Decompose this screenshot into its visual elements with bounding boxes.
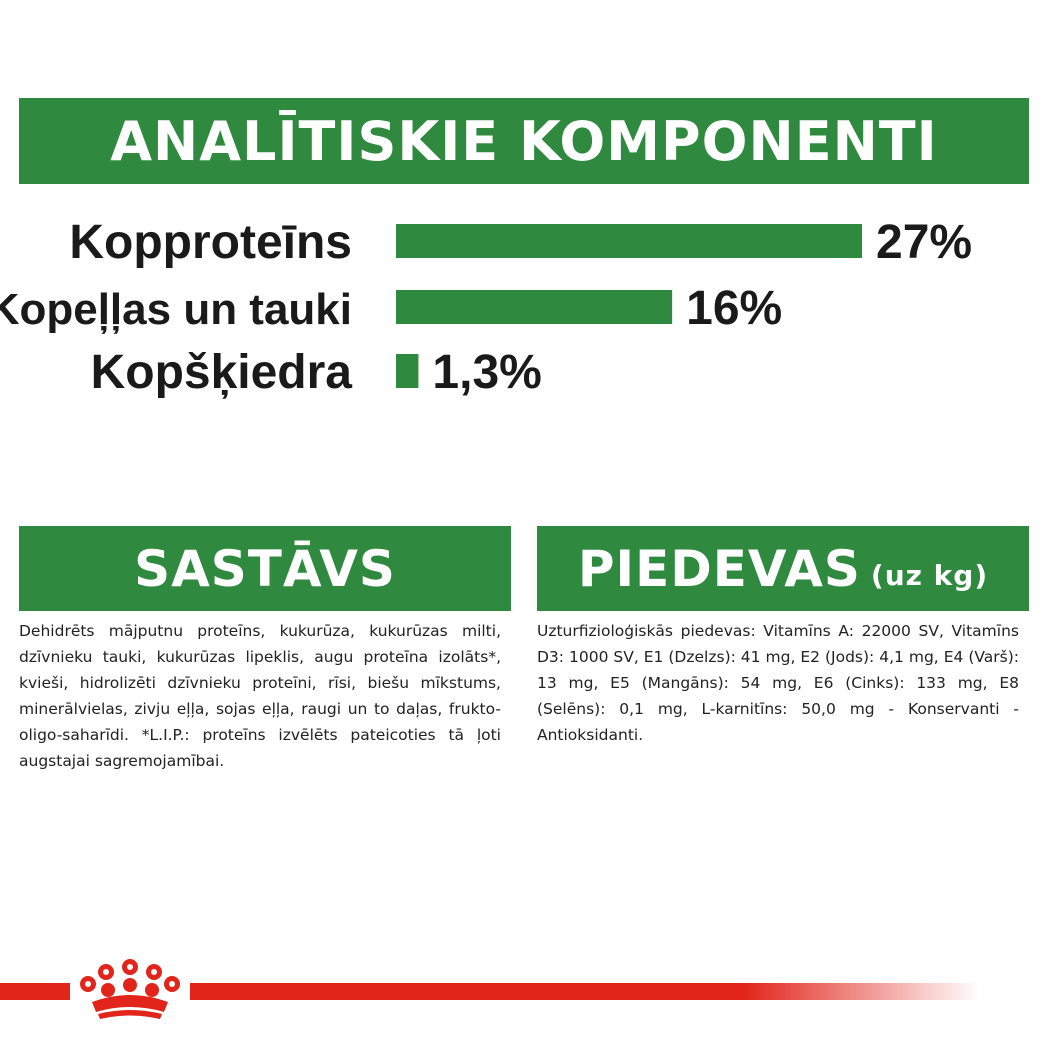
composition-heading-text: SASTĀVS	[134, 539, 396, 598]
additives-heading-text: PIEDEVAS	[577, 539, 861, 598]
royal-crown-icon	[80, 959, 180, 1019]
footer-line-right	[190, 983, 980, 1000]
value-label: 16%	[686, 282, 782, 335]
analytics-heading: ANALĪTISKIE KOMPONENTI	[19, 98, 1029, 184]
additives-heading: PIEDEVAS (uz kg)	[537, 526, 1029, 611]
category-label: Kopeļļas un tauki	[0, 285, 352, 334]
analytics-bar-chart: Kopproteīns 27% Kopeļļas un tauki 16% Kopšķi…	[0, 216, 972, 399]
category-label: Kopšķiedra	[91, 346, 353, 399]
category-label: Kopproteīns	[69, 216, 352, 269]
footer-line-left	[0, 983, 70, 1000]
bar	[396, 354, 419, 388]
additives-unit: (uz kg)	[870, 559, 989, 592]
value-label: 27%	[876, 216, 972, 269]
composition-text: Dehidrēts mājputnu proteīns, kukurūza, k…	[19, 622, 501, 770]
value-label: 1,3%	[432, 346, 541, 399]
analytics-heading-text: ANALĪTISKIE KOMPONENTI	[110, 109, 938, 173]
additives-text: Uzturfizioloģiskās piedevas: Vitamīns A:…	[537, 622, 1019, 744]
bar	[396, 224, 862, 258]
bar	[396, 290, 673, 324]
composition-heading: SASTĀVS	[19, 526, 511, 611]
